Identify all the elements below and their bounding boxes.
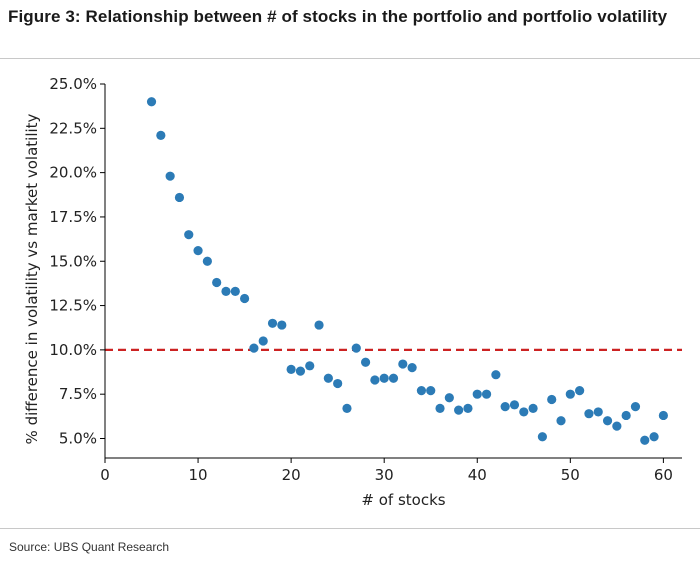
data-point [444,393,454,403]
data-point [416,386,427,396]
y-tick-label: 25.0% [49,75,97,93]
x-axis-label: # of stocks [361,491,445,509]
data-point [333,378,343,389]
data-point [202,256,212,266]
data-point [156,130,166,141]
points-layer [146,97,668,445]
axes-layer [104,84,682,459]
data-point [454,405,464,415]
data-point [360,357,371,367]
x-tick-label: 10 [189,466,208,484]
y-tick-label: 15.0% [49,252,97,270]
data-point [193,246,203,256]
data-point [295,366,306,376]
scatter-chart: % difference in volatility vs market vol… [23,75,682,509]
data-point [230,286,240,296]
data-point [528,403,538,413]
data-point [565,389,575,399]
data-point [472,389,482,399]
top-divider [0,58,700,59]
x-tick-label: 60 [654,466,673,484]
data-point [556,416,566,426]
y-axis-label-group: % difference in volatility vs market vol… [23,113,41,444]
data-point [314,320,324,330]
data-point [435,403,445,413]
data-point [221,286,231,296]
data-point [621,410,631,421]
data-point [277,320,287,330]
data-point [286,364,296,374]
data-point [398,359,408,369]
data-point [323,373,333,383]
data-point [258,336,268,346]
ticks-layer: 5.0% 7.5% 10.0% 12.5% 15.0% 17.5% 20.0% 22.5% 25… [49,75,673,484]
data-point [249,343,259,353]
data-point [184,230,194,240]
source-note: Source: UBS Quant Research [9,540,170,554]
data-point [407,363,417,373]
y-tick-label: 20.0% [49,164,97,182]
data-point [146,97,157,107]
x-tick-label: 30 [375,466,394,484]
data-point [212,277,222,288]
data-point [463,403,473,413]
data-point [174,192,185,203]
data-point [239,293,250,304]
data-point [370,375,380,385]
data-point [165,171,175,181]
data-point [658,410,668,421]
data-point [584,409,594,419]
x-tick-label: 50 [561,466,580,484]
data-point [388,373,399,383]
y-tick-label: 22.5% [49,119,97,137]
data-point [500,401,510,412]
data-point [640,435,650,445]
figure-title: Figure 3: Relationship between # of stoc… [8,7,668,26]
data-point [593,407,603,417]
data-point [267,318,278,328]
x-tick-label: 0 [100,466,110,484]
data-point [351,343,361,353]
data-point [575,386,585,396]
y-tick-label: 17.5% [49,208,97,226]
data-point [342,403,352,413]
y-tick-label: 10.0% [49,341,97,359]
y-tick-label: 5.0% [59,430,97,448]
data-point [649,432,659,442]
data-point [379,373,389,383]
y-tick-label: 12.5% [49,297,97,315]
data-point [519,407,529,417]
data-point [426,386,436,396]
data-point [491,370,501,380]
bottom-divider [0,528,700,529]
x-tick-label: 20 [282,466,301,484]
x-tick-label: 40 [468,466,487,484]
data-point [602,416,613,426]
data-point [612,421,622,431]
data-point [630,401,641,412]
data-point [481,389,492,399]
data-point [547,394,557,405]
data-point [537,432,548,442]
y-axis-label: % difference in volatility vs market vol… [23,113,41,444]
data-point [305,361,315,371]
y-tick-label: 7.5% [59,385,97,403]
data-point [509,400,520,410]
